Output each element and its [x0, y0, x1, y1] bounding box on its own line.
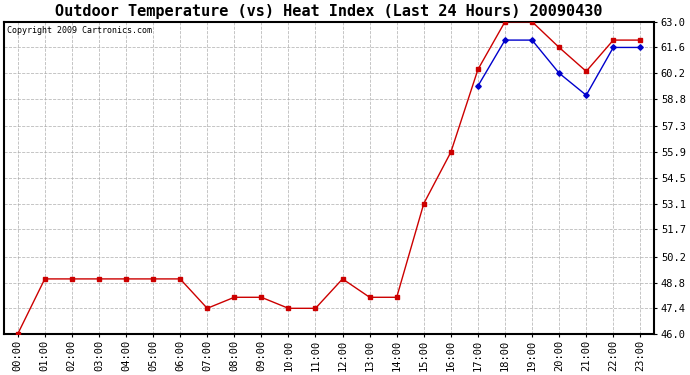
Title: Outdoor Temperature (vs) Heat Index (Last 24 Hours) 20090430: Outdoor Temperature (vs) Heat Index (Las… — [55, 4, 603, 19]
Text: Copyright 2009 Cartronics.com: Copyright 2009 Cartronics.com — [8, 26, 152, 35]
